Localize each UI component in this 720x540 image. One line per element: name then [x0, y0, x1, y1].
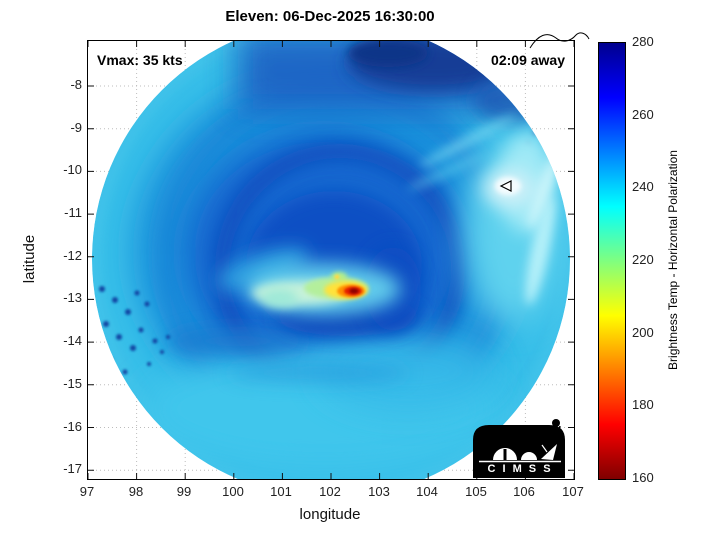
y-tick-label: -10 — [63, 162, 82, 177]
cimss-logo: C I M S S — [467, 418, 573, 478]
y-tick-label: -11 — [64, 205, 82, 220]
colorbar-tick-label: 160 — [632, 470, 654, 485]
x-tick-label: 101 — [270, 484, 292, 499]
x-tick-label: 97 — [79, 484, 95, 499]
colorbar-tick-label: 240 — [632, 179, 654, 194]
cimss-logo-icon — [473, 419, 565, 478]
y-tick-label: -12 — [63, 248, 82, 263]
x-tick-label: 99 — [176, 484, 192, 499]
y-ticks-right — [568, 85, 574, 471]
x-tick-label: 105 — [465, 484, 487, 499]
colorbar-tick-label: 200 — [632, 325, 654, 340]
colorbar-tick-label: 220 — [632, 252, 654, 267]
x-tick-label: 107 — [562, 484, 584, 499]
location-marker-icon — [499, 180, 512, 192]
y-tick-label: -14 — [63, 333, 82, 348]
x-ticks-top — [88, 41, 574, 47]
colorbar-tick-label: 260 — [632, 107, 654, 122]
eta-annotation: 02:09 away — [491, 52, 565, 68]
colorbar-gradient — [599, 43, 625, 479]
colorbar-tick-label: 180 — [632, 397, 654, 412]
y-ticks-left — [88, 85, 94, 471]
x-tick-label: 104 — [416, 484, 438, 499]
x-axis-label: longitude — [299, 506, 361, 523]
y-tick-label: -16 — [63, 419, 82, 434]
x-tick-label: 100 — [222, 484, 244, 499]
y-tick-label: -15 — [63, 376, 82, 391]
y-tick-label: -13 — [63, 290, 82, 305]
storm-imagery — [88, 41, 574, 479]
figure-title: Eleven: 06-Dec-2025 16:30:00 — [225, 8, 435, 25]
colorbar-tick-label: 280 — [632, 34, 654, 49]
y-axis-label: latitude — [21, 234, 38, 284]
x-tick-label: 103 — [368, 484, 390, 499]
vmax-annotation: Vmax: 35 kts — [97, 52, 183, 68]
swath-image — [92, 41, 570, 479]
colorbar — [598, 42, 626, 480]
colorbar-label: Brightness Temp - Horizontal Polarizatio… — [666, 150, 680, 370]
y-tick-label: -8 — [70, 77, 82, 92]
y-tick-label: -17 — [63, 461, 82, 476]
x-tick-label: 98 — [128, 484, 144, 499]
x-tick-label: 102 — [319, 484, 341, 499]
cimss-logo-text: C I M S S — [487, 463, 553, 475]
x-tick-label: 106 — [513, 484, 535, 499]
y-tick-label: -9 — [70, 120, 82, 135]
coastline-squiggle-icon — [529, 32, 590, 49]
plot-area: Vmax: 35 kts 02:09 away C I M S S — [87, 40, 575, 480]
